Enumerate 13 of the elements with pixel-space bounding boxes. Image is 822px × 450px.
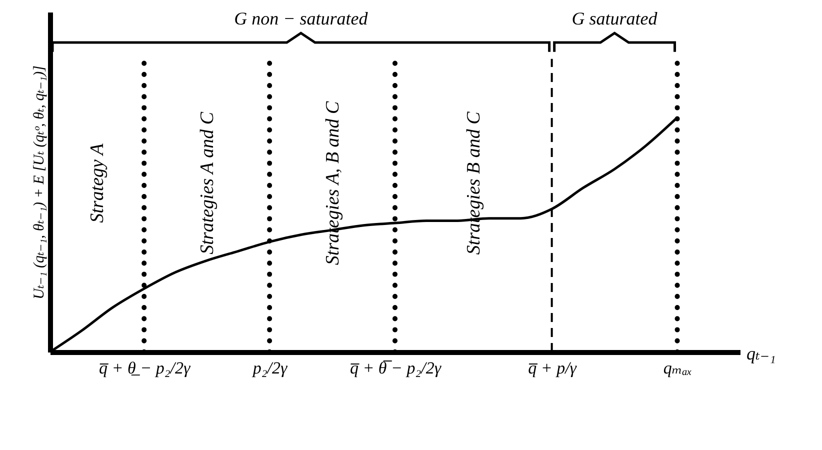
- x-tick-label: qₘₐₓ: [663, 358, 692, 378]
- x-tick-label: p₂/2γ: [252, 358, 289, 378]
- annotation: Strategies B and C: [463, 111, 484, 255]
- x-tick-label: q̅ + p/γ: [528, 358, 578, 378]
- x-tick-label: q̅ + θ̲ − p₂/2γ: [99, 358, 192, 378]
- text: G saturated: [572, 8, 658, 28]
- annotation: Strategy A: [87, 143, 108, 223]
- y-axis-title: Uₜ₋₁ (qₜ₋₁, θₜ₋₁) + E [Uₜ (qₜᵒ, θₜ, qₜ₋₁)]: [32, 65, 48, 300]
- x-tick-label: q̅ + θ̅ − p₂/2γ: [350, 358, 442, 378]
- annotation: Strategies A and C: [196, 112, 218, 254]
- annotation: Strategies A, B and C: [322, 100, 344, 266]
- x-axis-title: qₜ₋₁: [746, 344, 776, 364]
- text: G non − saturated: [234, 8, 369, 28]
